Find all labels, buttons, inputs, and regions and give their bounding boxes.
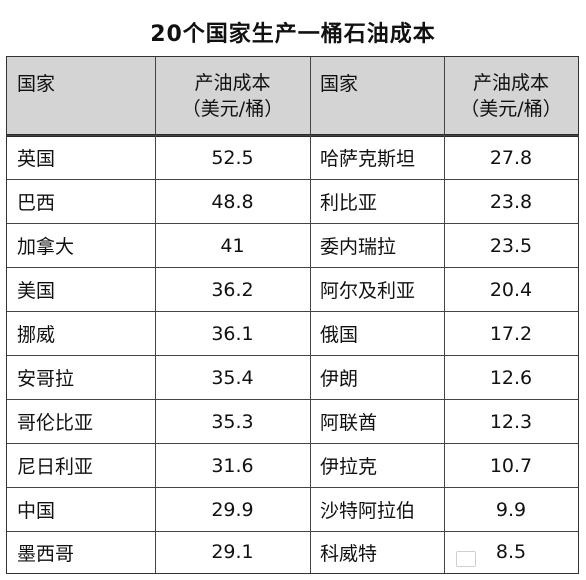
- table-row: 安哥拉 35.4 伊朗 12.6: [7, 355, 578, 399]
- row-cost-right: 20.4: [489, 278, 533, 301]
- header-cost-right: 产油成本 （美元/桶）: [444, 57, 578, 135]
- row-cost-left: 31.6: [211, 454, 254, 477]
- row-cost-right: 9.9: [495, 498, 527, 521]
- row-country-left: 美国: [17, 280, 56, 302]
- table-row: 墨西哥 29.1 科威特 8.5: [7, 531, 578, 572]
- table-row: 英国 52.5 哈萨克斯坦 27.8: [7, 135, 578, 179]
- row-cost-right: 12.6: [489, 366, 533, 389]
- column-divider: [155, 57, 156, 573]
- row-cost-right: 17.2: [489, 322, 533, 345]
- row-country-left: 巴西: [17, 192, 56, 214]
- column-divider: [310, 57, 311, 573]
- row-country-left: 加拿大: [17, 236, 75, 258]
- row-country-left: 墨西哥: [17, 542, 75, 565]
- row-cost-left: 36.1: [211, 322, 254, 345]
- row-country-right: 阿联酋: [320, 412, 378, 434]
- header-cost-right-line1: 产油成本: [472, 72, 549, 94]
- row-cost-right: 27.8: [489, 146, 533, 169]
- row-country-right: 阿尔及利亚: [320, 280, 416, 302]
- table-row: 尼日利亚 31.6 伊拉克 10.7: [7, 443, 578, 487]
- table-header-row: 国家 产油成本 （美元/桶） 国家 产油成本 （美元/桶）: [7, 57, 578, 137]
- table-row: 加拿大 41 委内瑞拉 23.5: [7, 223, 578, 267]
- header-cost-right-line2: （美元/桶）: [460, 98, 562, 120]
- row-cost-left: 48.8: [211, 190, 254, 213]
- row-cost-left: 52.5: [211, 146, 254, 169]
- row-country-right: 沙特阿拉伯: [320, 500, 416, 522]
- row-cost-right: 8.5: [495, 541, 527, 563]
- row-cost-left: 35.4: [211, 366, 254, 389]
- row-cost-left: 29.9: [211, 498, 254, 521]
- page-title: 20个国家生产一桶石油成本: [150, 22, 436, 47]
- row-country-right: 俄国: [320, 324, 359, 346]
- row-country-left: 安哥拉: [17, 368, 75, 390]
- row-country-left: 英国: [17, 148, 56, 170]
- row-country-right: 委内瑞拉: [320, 236, 397, 258]
- row-country-right: 哈萨克斯坦: [320, 148, 416, 170]
- row-cost-right: 23.5: [489, 234, 533, 257]
- watermark-logo: [456, 546, 576, 572]
- row-cost-right: 12.3: [489, 410, 533, 433]
- header-cost-left: 产油成本 （美元/桶）: [155, 57, 310, 135]
- row-country-left: 中国: [17, 500, 56, 522]
- header-cost-left-line2: （美元/桶）: [181, 98, 284, 120]
- row-country-right: 伊拉克: [320, 456, 378, 478]
- header-cost-left-line1: 产油成本: [194, 72, 271, 94]
- row-cost-left: 29.1: [211, 541, 254, 563]
- table-row: 挪威 36.1 俄国 17.2: [7, 311, 578, 355]
- header-country-left: 国家: [17, 73, 56, 95]
- header-country-right: 国家: [320, 73, 359, 95]
- row-country-left: 尼日利亚: [17, 456, 94, 478]
- table-row: 美国 36.2 阿尔及利亚 20.4: [7, 267, 578, 311]
- row-cost-right: 10.7: [489, 454, 533, 477]
- row-country-right: 科威特: [320, 542, 378, 565]
- row-country-left: 挪威: [17, 324, 56, 346]
- row-country-right: 利比亚: [320, 192, 378, 214]
- row-cost-left: 36.2: [211, 278, 254, 301]
- cost-table: 国家 产油成本 （美元/桶） 国家 产油成本 （美元/桶） 英国 52.5 哈萨…: [6, 56, 579, 574]
- column-divider: [444, 57, 445, 573]
- row-country-right: 伊朗: [320, 368, 359, 390]
- table-row: 巴西 48.8 利比亚 23.8: [7, 179, 578, 223]
- row-cost-left: 41: [220, 234, 245, 257]
- row-cost-right: 23.8: [489, 190, 533, 213]
- table-row: 中国 29.9 沙特阿拉伯 9.9: [7, 487, 578, 531]
- table-row: 哥伦比亚 35.3 阿联酋 12.3: [7, 399, 578, 443]
- row-country-left: 哥伦比亚: [17, 412, 94, 434]
- row-cost-left: 35.3: [211, 410, 254, 433]
- watermark-icon: [456, 551, 476, 567]
